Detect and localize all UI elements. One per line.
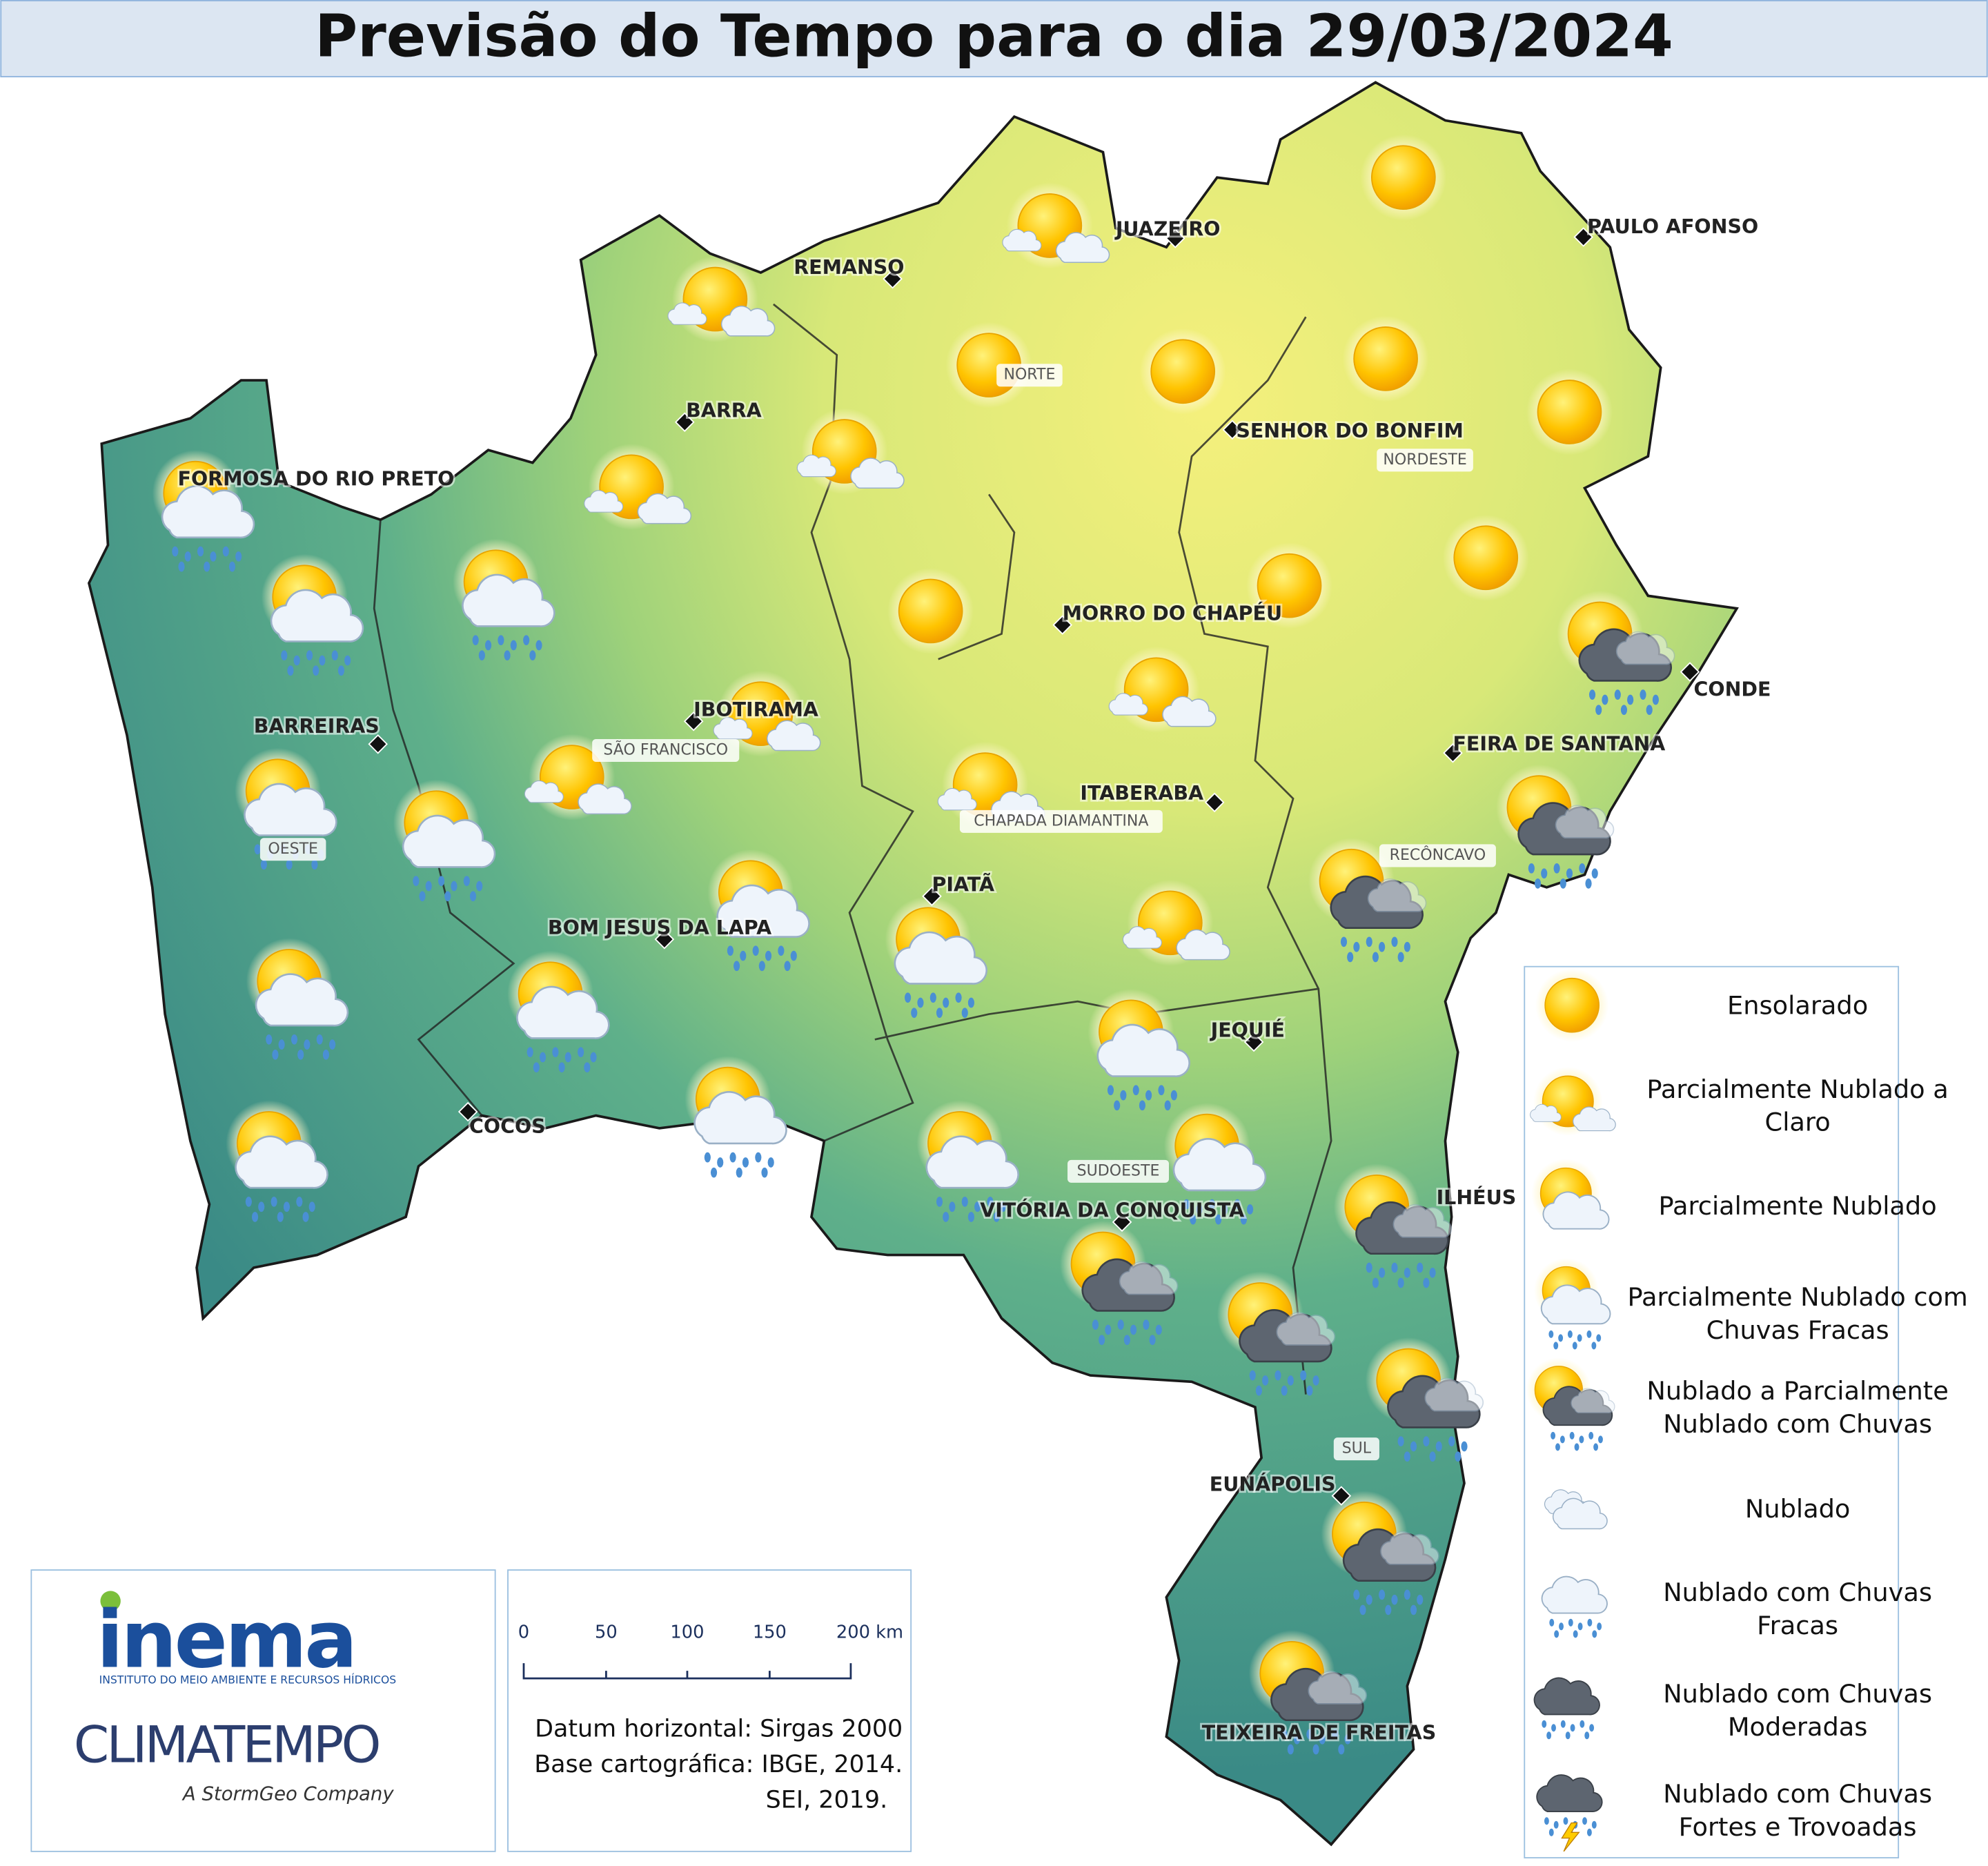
region-label: RECÔNCAVO (1390, 846, 1486, 864)
note: Datum horizontal: Sirgas 2000 (535, 1716, 903, 1743)
city-marker (654, 929, 675, 950)
city-marker (1204, 792, 1225, 813)
region-labels: NORTE NORDESTE SÃO FRANCISCO OESTE CHAPA… (259, 364, 1496, 1461)
city-label: SENHOR DO BONFIM (1236, 420, 1463, 442)
region-label: CHAPADA DIAMANTINA (974, 812, 1148, 829)
city-label: MORRO DO CHAPÉU (1063, 601, 1282, 625)
scale-label: 0 (518, 1622, 529, 1642)
city-label: TEIXEIRA DE FREITAS (1202, 1721, 1436, 1744)
logo-box (30, 1569, 496, 1852)
city-label: EUNÁPOLIS (1210, 1472, 1336, 1495)
city-label: JEQUIÉ (1210, 1019, 1285, 1042)
title-bar (0, 0, 1988, 78)
city-marker (922, 886, 942, 907)
region-label: NORDESTE (1383, 451, 1466, 469)
region-label: SÃO FRANCISCO (603, 740, 728, 758)
city-marker (1222, 420, 1243, 440)
legend-label: Nublado com Chuvas Moderadas (1663, 1679, 1932, 1742)
legend-label: Parcialmente Nublado a Claro (1646, 1074, 1948, 1137)
city-label: IBOTIRAMA (693, 698, 818, 721)
region-label: SUDOESTE (1077, 1162, 1160, 1179)
legend-label: Parcialmente Nublado com Chuvas Fracas (1627, 1282, 1967, 1345)
region-label: SUL (1342, 1440, 1372, 1457)
legend-label: Ensolarado (1727, 991, 1868, 1021)
city-label: ITABERABA (1080, 782, 1203, 805)
legend: Ensolarado Parcialmente Nublado a Claro P… (1524, 965, 1968, 1858)
city-marker (1165, 228, 1185, 248)
city-label: REMANSO (794, 256, 904, 279)
region-label: NORTE (1003, 366, 1055, 384)
inema-subtitle: INSTITUTO DO MEIO AMBIENTE E RECURSOS HÍ… (99, 1673, 397, 1686)
note: SEI, 2019. (766, 1787, 888, 1814)
city-label: FEIRA DE SANTANA (1453, 732, 1665, 755)
inema-logo: inema (97, 1594, 355, 1686)
city-marker (1112, 1212, 1132, 1232)
scale-label: 150 (753, 1622, 787, 1642)
scale-label: 200 km (836, 1622, 903, 1642)
city-label: CONDE (1694, 678, 1771, 700)
city-marker (368, 734, 388, 754)
city-label: BARREIRAS (254, 715, 380, 738)
logo-panel: inema INSTITUTO DO MEIO AMBIENTE E RECUR… (30, 1569, 496, 1852)
city-marker (1680, 662, 1700, 682)
region-label: OESTE (268, 841, 318, 858)
city-marker (1443, 743, 1463, 763)
climatempo-subtitle: A StormGeo Company (181, 1782, 395, 1805)
city-marker (883, 268, 903, 289)
title: Previsão do Tempo para o dia 29/03/2024 (315, 3, 1673, 70)
city-label: PIATÃ (932, 872, 994, 896)
city-marker (1052, 615, 1072, 635)
scale-label: 100 (670, 1622, 704, 1642)
city-label: ILHÉUS (1437, 1186, 1517, 1209)
legend-label: Nublado com Chuvas Fracas (1663, 1578, 1932, 1640)
cities: JUAZEIRO PAULO AFONSO REMANSO BARRA SENH… (176, 213, 1773, 1746)
legend-label: Nublado com Chuvas Fortes e Trovoadas (1663, 1779, 1932, 1842)
city-label: BOM JESUS DA LAPA (548, 916, 771, 939)
scale-panel: 0 50 100 150 200 km Datum horizontal: Si… (507, 1569, 912, 1852)
city-marker (683, 711, 704, 731)
city-marker (1243, 1032, 1264, 1052)
scale-box (507, 1569, 912, 1852)
scale-bar (522, 1663, 852, 1680)
city-marker (1331, 1486, 1352, 1506)
city-marker (674, 412, 695, 432)
logo-dot (100, 1591, 121, 1611)
note: Base cartográfica: IBGE, 2014. (534, 1751, 903, 1778)
city-marker (457, 1101, 478, 1122)
city-label: COCOS (469, 1115, 546, 1138)
city-label: FORMOSA DO RIO PRETO (178, 468, 455, 491)
city-label: PAULO AFONSO (1587, 215, 1758, 238)
legend-label: Parcialmente Nublado (1659, 1191, 1937, 1221)
city-label: BARRA (686, 399, 762, 422)
scale-label: 50 (595, 1622, 618, 1642)
climatempo-logo: CLIMATEMPO (74, 1716, 379, 1774)
city-label: VITÓRIA DA CONQUISTA (980, 1198, 1244, 1221)
legend-label: Nublado (1745, 1494, 1851, 1524)
legend-label: Nublado a Parcialmente Nublado com Chuvas (1646, 1376, 1948, 1439)
city-marker (1573, 227, 1593, 247)
city-label: JUAZEIRO (1114, 218, 1221, 241)
